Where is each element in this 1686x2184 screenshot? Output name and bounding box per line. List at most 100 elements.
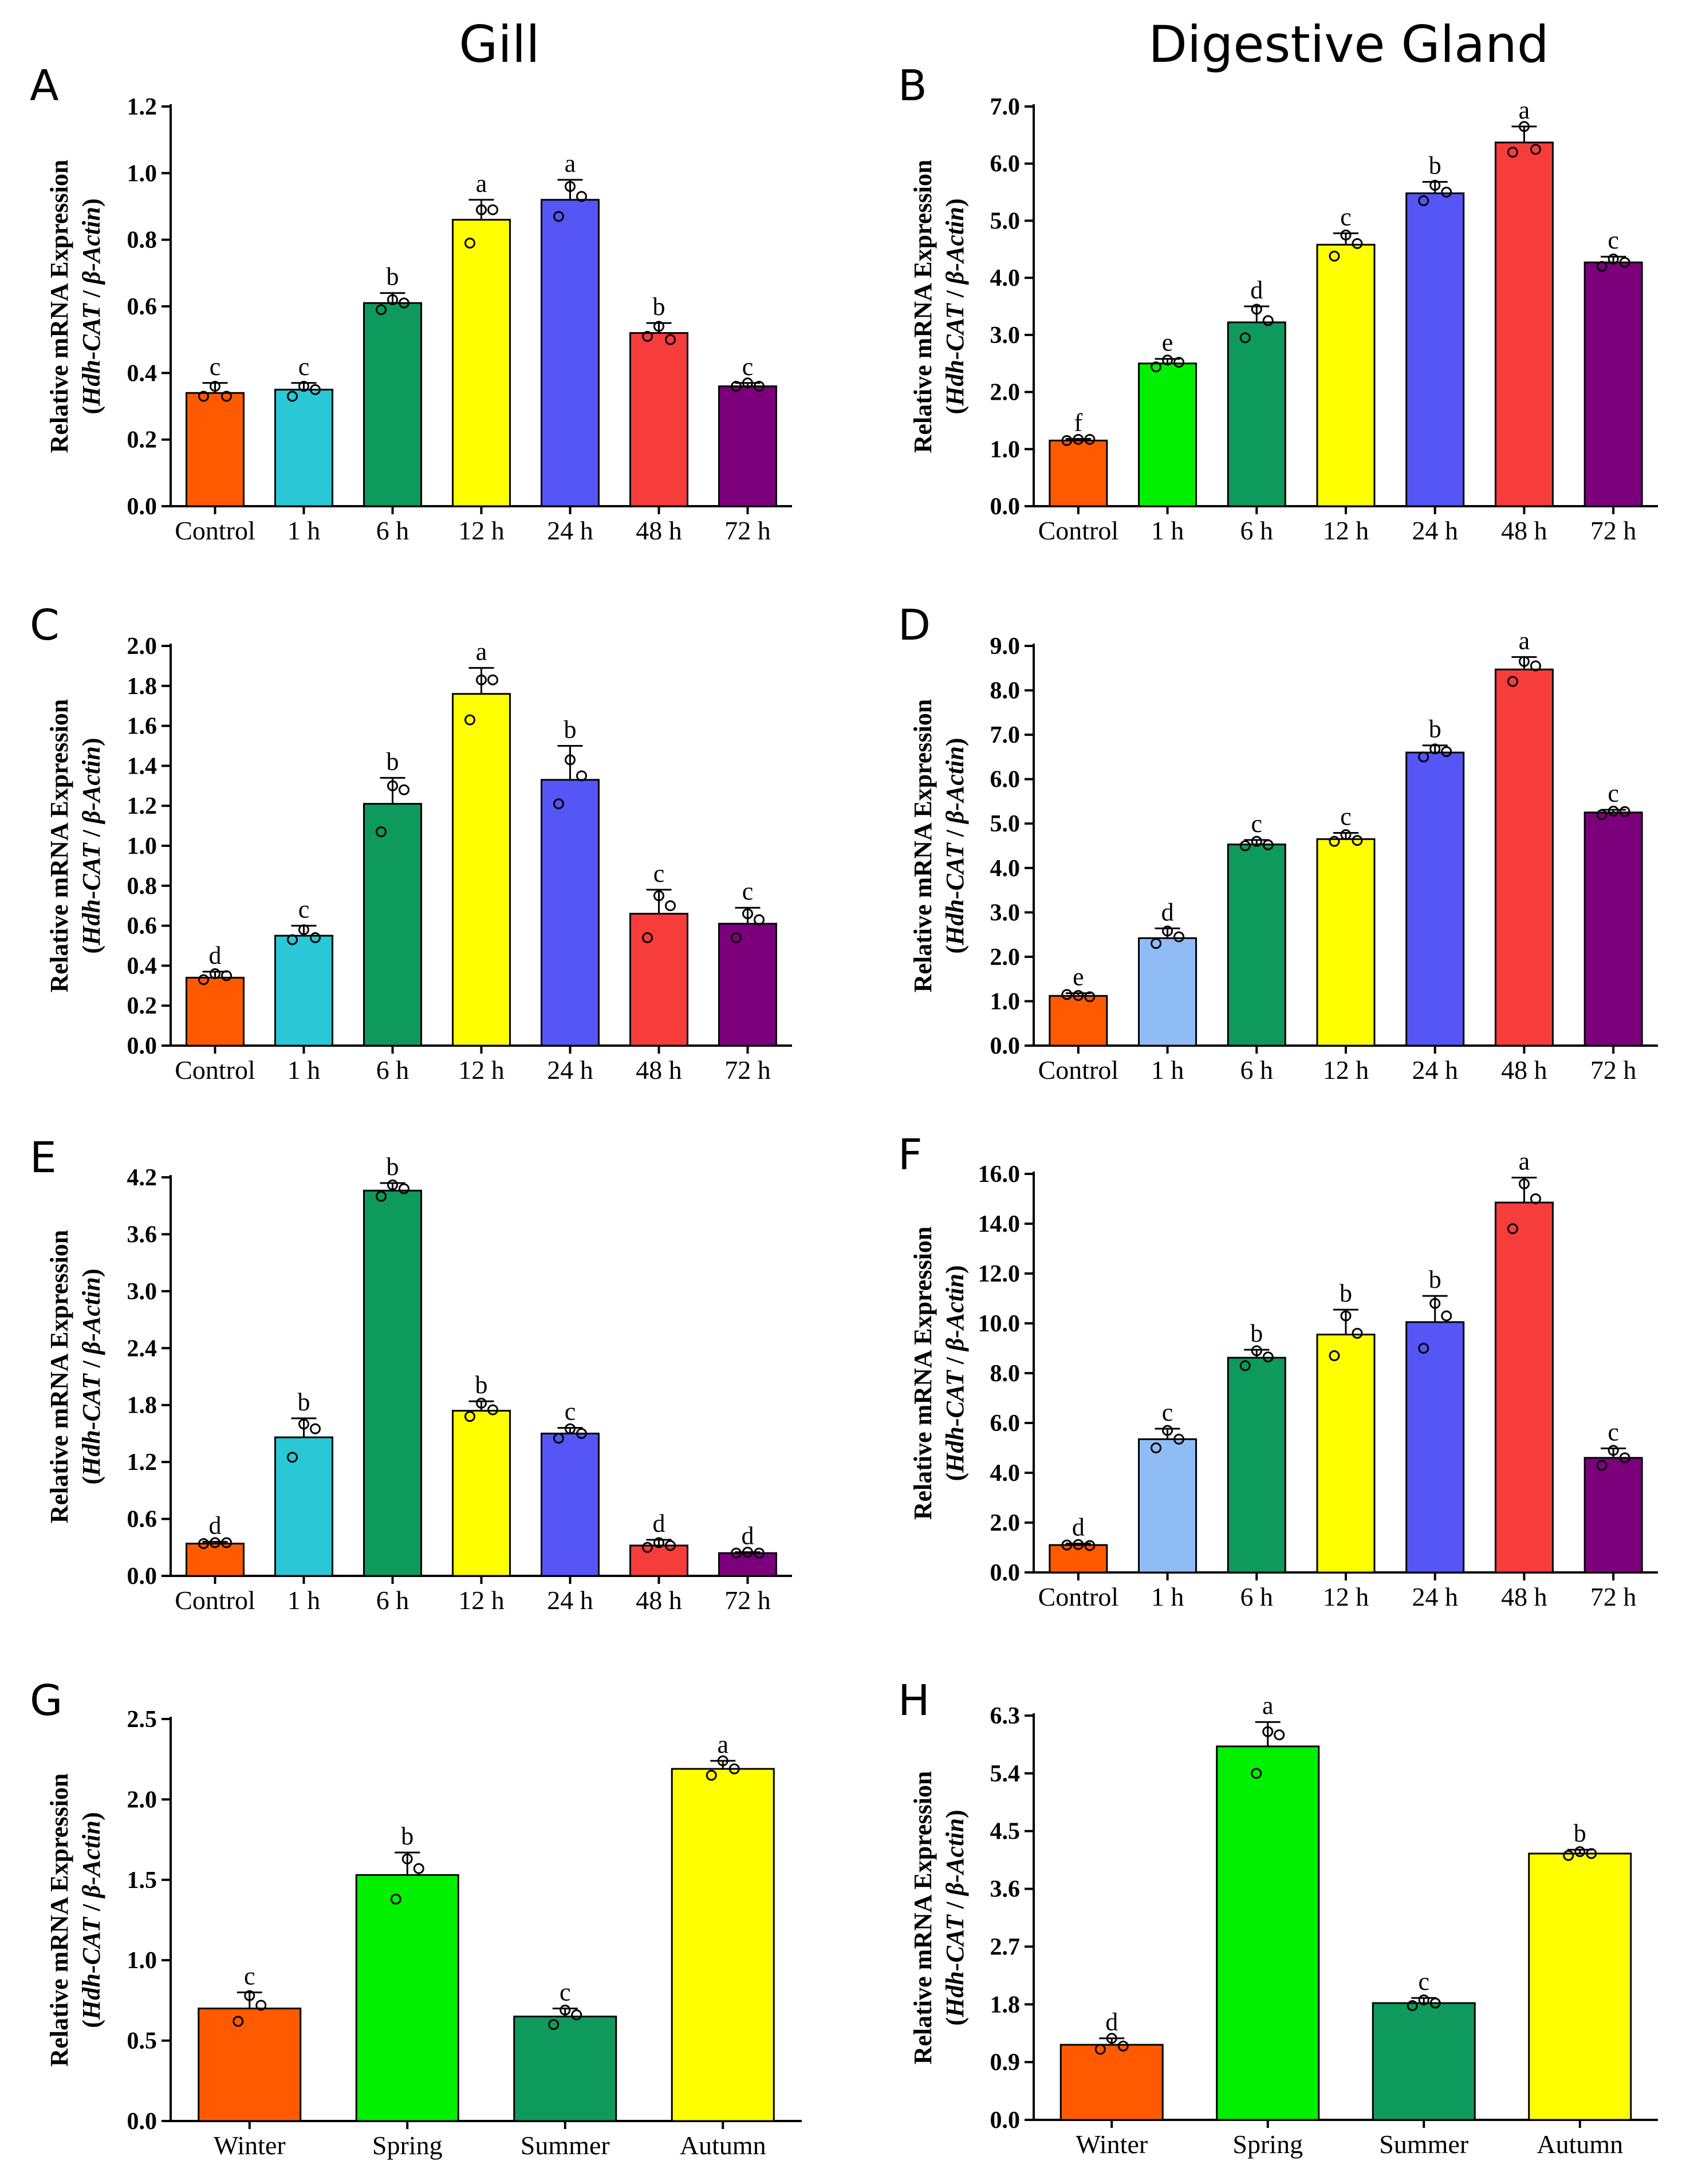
data-point	[310, 1423, 321, 1434]
data-point	[1507, 147, 1518, 158]
data-point	[1239, 332, 1251, 344]
data-point	[1530, 660, 1541, 672]
significance-letter: b	[1250, 1319, 1263, 1347]
bar	[1227, 1357, 1286, 1574]
y-axis-label: Relative mRNA Expression	[909, 699, 937, 993]
significance-letter: b	[1429, 152, 1441, 180]
data-point	[1162, 925, 1173, 937]
y-tick-label: 4.5	[990, 1819, 1021, 1845]
bar	[363, 302, 422, 507]
x-tick-label: 1 h	[1151, 1582, 1184, 1611]
bar	[1227, 843, 1286, 1047]
y-axis-label: Relative mRNA Expression	[909, 1227, 937, 1520]
data-point	[1518, 121, 1530, 132]
significance-letter: b	[387, 263, 399, 291]
data-point	[310, 384, 321, 395]
y-axis-label-formula: (Hdh-CAT / β-Actin)	[941, 198, 969, 414]
x-tick-label: 1 h	[1151, 1055, 1184, 1085]
bar	[1583, 1457, 1643, 1574]
y-tick-label: 0.4	[127, 953, 157, 979]
significance-letter: d	[1250, 276, 1263, 304]
data-point	[399, 1183, 409, 1195]
y-tick-label: 0.9	[990, 2049, 1021, 2076]
bar	[1405, 1321, 1465, 1574]
data-point	[1251, 835, 1262, 847]
data-point	[390, 1893, 401, 1905]
data-point	[1239, 1360, 1251, 1371]
data-point	[1251, 1345, 1262, 1357]
x-tick-label: 72 h	[1590, 1582, 1637, 1611]
x-tick-label: 24 h	[547, 1586, 593, 1615]
significance-letter: c	[565, 1397, 576, 1425]
data-point	[476, 204, 487, 215]
data-point	[1262, 315, 1274, 326]
y-tick-label: 3.0	[990, 900, 1021, 926]
panel-letter: G	[30, 1676, 62, 1725]
y-tick-label: 4.0	[990, 1460, 1021, 1487]
x-tick-label: 72 h	[724, 1055, 771, 1085]
significance-letter: c	[1608, 1418, 1619, 1446]
data-point	[731, 1547, 742, 1559]
significance-letter: e	[1073, 963, 1084, 991]
y-tick-label: 1.2	[127, 94, 157, 120]
y-tick-label: 16.0	[978, 1161, 1021, 1188]
significance-letter: b	[1429, 1266, 1441, 1294]
significance-letter: c	[742, 877, 754, 905]
data-point	[1608, 806, 1619, 817]
bar	[1316, 838, 1376, 1047]
bar	[1138, 1438, 1197, 1574]
data-point	[255, 2000, 267, 2011]
y-tick-label: 1.0	[990, 988, 1021, 1015]
y-tick-label: 1.8	[990, 1992, 1021, 2018]
bar	[274, 935, 333, 1047]
x-tick-label: Control	[175, 516, 255, 545]
data-point	[1429, 1298, 1441, 1309]
y-tick-label: 0.6	[127, 1507, 157, 1533]
x-tick-label: Control	[175, 1586, 255, 1615]
y-tick-label: 3.6	[127, 1221, 157, 1248]
x-tick-label: 48 h	[1501, 1055, 1547, 1085]
data-point	[387, 1179, 398, 1190]
panel-letter: F	[898, 1130, 923, 1180]
y-tick-label: 2.0	[990, 944, 1021, 971]
data-point	[553, 211, 564, 222]
significance-letter: b	[475, 1371, 488, 1399]
data-point	[1507, 676, 1518, 687]
y-tick-label: 1.0	[127, 1948, 157, 1974]
significance-letter: a	[476, 169, 487, 198]
column-title-gill: Gill	[459, 15, 540, 74]
y-tick-label: 4.0	[990, 856, 1021, 882]
data-point	[1061, 435, 1073, 446]
bar	[541, 779, 600, 1047]
data-point	[1262, 1351, 1274, 1363]
bar	[1494, 668, 1554, 1047]
significance-letter: d	[1161, 898, 1174, 926]
data-point	[476, 674, 487, 685]
y-tick-label: 0.0	[990, 2107, 1021, 2134]
y-tick-label: 0.0	[127, 1033, 157, 1059]
y-tick-label: 0.4	[127, 360, 157, 387]
y-tick-label: 1.4	[127, 753, 157, 779]
data-point	[717, 1755, 728, 1767]
bar	[541, 1432, 600, 1577]
data-point	[210, 381, 220, 392]
y-tick-label: 1.0	[127, 833, 157, 860]
data-point	[221, 1537, 232, 1548]
y-axis-label-part: β-Actin	[941, 1274, 969, 1352]
y-axis-label-part: (	[941, 945, 969, 954]
data-point	[1094, 2044, 1106, 2055]
y-axis-label-part: Hdh-CAT	[941, 1914, 969, 2018]
bar	[452, 693, 511, 1047]
y-axis-label: Relative mRNA Expression	[45, 699, 73, 993]
data-point	[565, 754, 576, 766]
data-point	[754, 381, 765, 392]
bar	[1316, 243, 1376, 507]
x-tick-label: Spring	[1232, 2130, 1303, 2159]
y-axis-label-formula: (Hdh-CAT / β-Actin)	[77, 1812, 105, 2028]
data-point	[1619, 806, 1630, 817]
x-tick-label: 24 h	[1412, 516, 1458, 545]
data-point	[1429, 1997, 1441, 2009]
data-point	[1596, 261, 1608, 272]
